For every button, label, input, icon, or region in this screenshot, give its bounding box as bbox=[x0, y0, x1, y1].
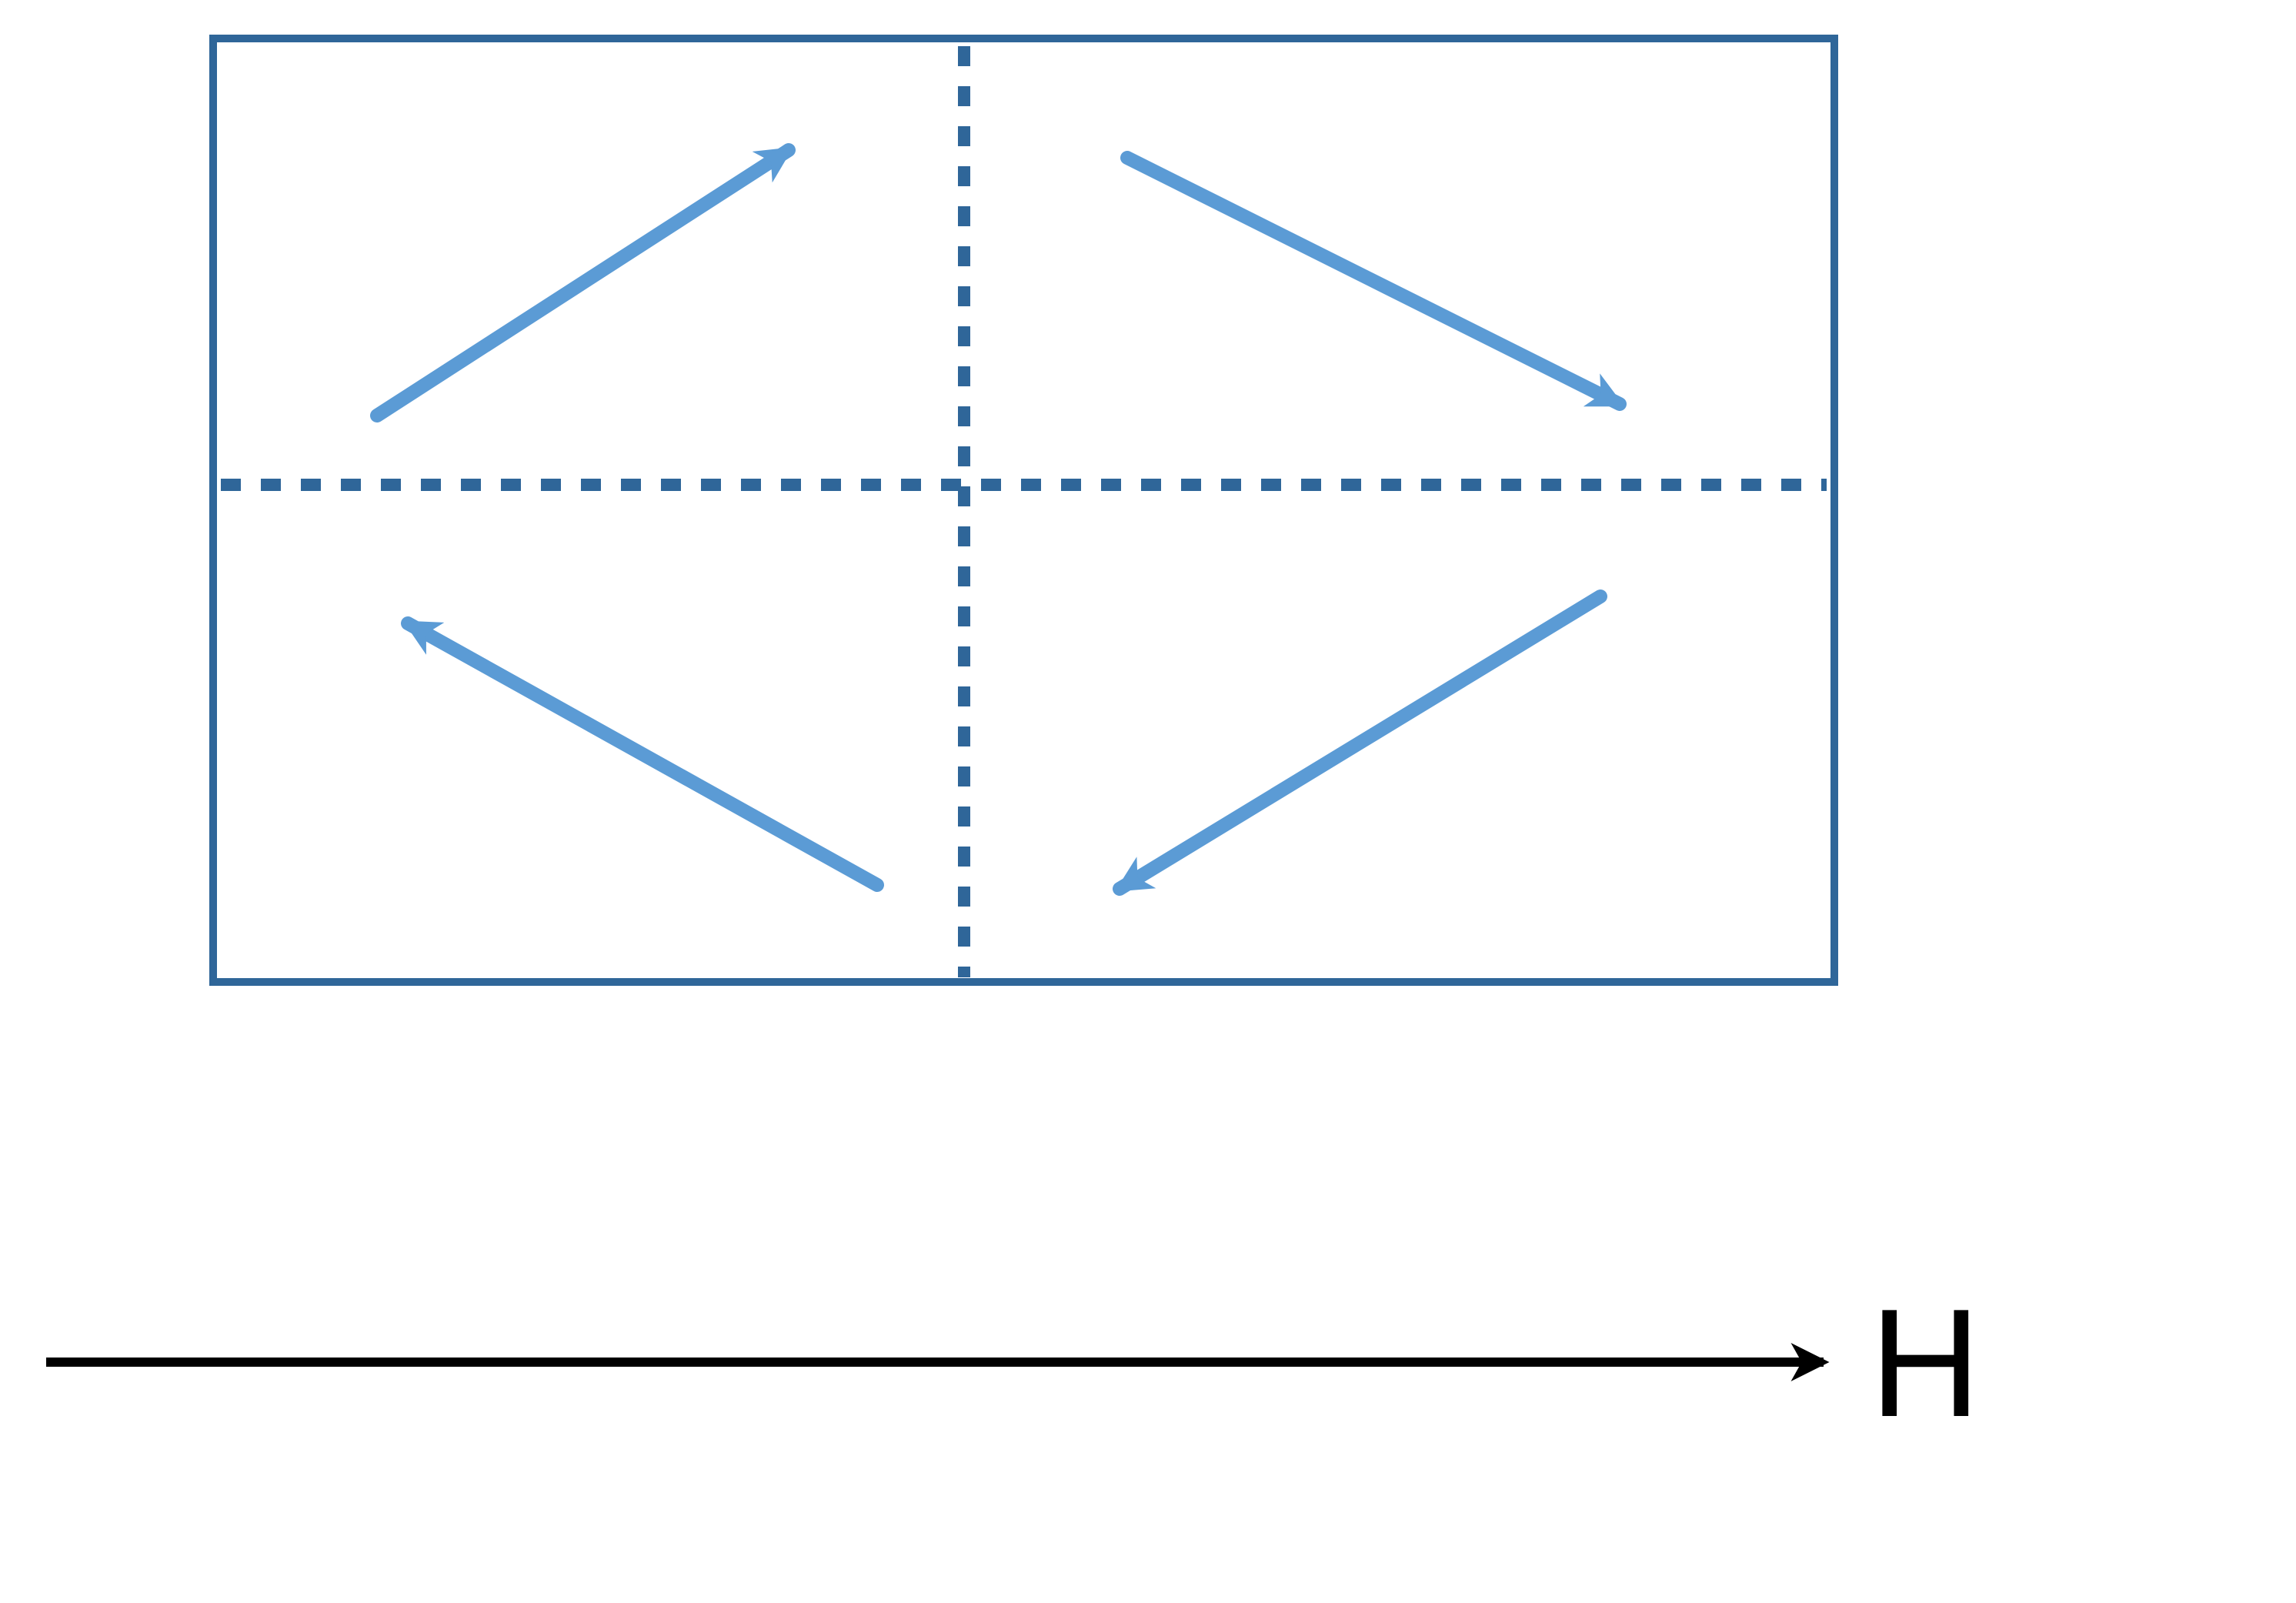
diagram-canvas: H bbox=[0, 0, 2296, 1603]
domain-box bbox=[213, 38, 1834, 982]
h-label: H bbox=[1870, 1277, 1981, 1449]
